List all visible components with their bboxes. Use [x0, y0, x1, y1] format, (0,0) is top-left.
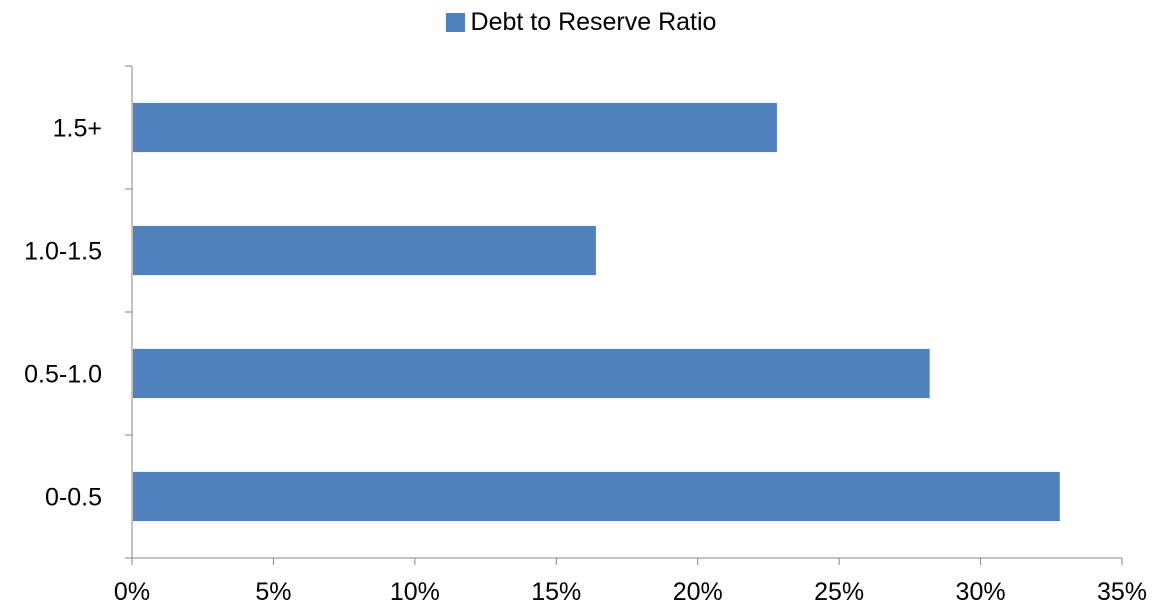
legend-label: Debt to Reserve Ratio	[470, 8, 717, 36]
x-tick-label: 5%	[255, 578, 291, 606]
y-tick-label: 0.5-1.0	[24, 361, 102, 389]
x-tick-label: 15%	[531, 578, 581, 606]
x-tick-label: 25%	[814, 578, 864, 606]
bar	[133, 102, 777, 153]
x-tick-label: 10%	[390, 578, 440, 606]
x-tick-label: 0%	[114, 578, 150, 606]
y-tick-label: 0-0.5	[45, 484, 102, 512]
y-tick-label: 1.0-1.5	[24, 238, 102, 266]
bar	[133, 471, 1060, 522]
bar	[133, 348, 930, 399]
x-tick-label: 20%	[673, 578, 723, 606]
legend-swatch	[445, 13, 465, 32]
x-tick-label: 35%	[1097, 578, 1147, 606]
x-tick-label: 30%	[956, 578, 1006, 606]
y-tick-label: 1.5+	[53, 115, 102, 143]
bar	[133, 225, 596, 276]
chart-legend: Debt to Reserve Ratio	[0, 8, 1162, 37]
